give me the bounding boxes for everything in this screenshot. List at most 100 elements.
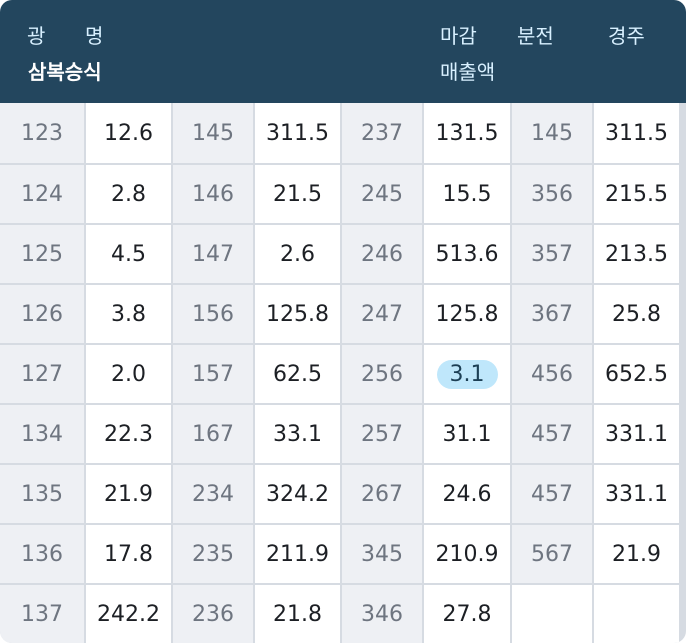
combo-cell: 257 bbox=[342, 405, 422, 463]
odds-cell: 62.5 bbox=[255, 345, 340, 403]
combo-cell: 145 bbox=[512, 103, 592, 163]
combo-label: 123 bbox=[21, 120, 63, 146]
combo-cell: 134 bbox=[0, 405, 84, 463]
odds-cell: 2.6 bbox=[255, 225, 340, 283]
odds-cell: 21.9 bbox=[594, 525, 679, 583]
odds-cell: 21.8 bbox=[255, 585, 340, 643]
empty-cell bbox=[512, 585, 592, 643]
odds-value: 211.9 bbox=[266, 541, 329, 567]
combo-cell: 267 bbox=[342, 465, 422, 523]
combo-cell: 167 bbox=[173, 405, 253, 463]
odds-value: 331.1 bbox=[605, 481, 668, 507]
combo-label: 157 bbox=[192, 361, 234, 387]
combo-label: 236 bbox=[192, 601, 234, 627]
combo-cell: 137 bbox=[0, 585, 84, 643]
combo-cell: 235 bbox=[173, 525, 253, 583]
combo-cell: 136 bbox=[0, 525, 84, 583]
odds-cell: 4.5 bbox=[86, 225, 171, 283]
combo-cell: 367 bbox=[512, 285, 592, 343]
odds-value: 652.5 bbox=[605, 361, 668, 387]
odds-cell: 213.5 bbox=[594, 225, 679, 283]
odds-cell: 3.8 bbox=[86, 285, 171, 343]
odds-cell: 21.9 bbox=[86, 465, 171, 523]
odds-value: 210.9 bbox=[435, 541, 499, 567]
header-bunjeon: 분전 bbox=[517, 24, 554, 48]
odds-cell: 2.0 bbox=[86, 345, 171, 403]
odds-value: 17.8 bbox=[104, 541, 153, 567]
odds-cell: 331.1 bbox=[594, 405, 679, 463]
combo-label: 457 bbox=[531, 481, 573, 507]
combo-cell: 146 bbox=[173, 165, 253, 223]
odds-cell: 31.1 bbox=[424, 405, 510, 463]
combo-cell: 234 bbox=[173, 465, 253, 523]
odds-grid: 123 12.6 145 311.5 237 131.5 145 311.5 124 2.8 146… bbox=[0, 103, 686, 643]
combo-label: 346 bbox=[361, 601, 403, 627]
combo-label: 126 bbox=[21, 301, 63, 327]
combo-label: 245 bbox=[361, 181, 403, 207]
odds-cell: 17.8 bbox=[86, 525, 171, 583]
odds-value: 31.1 bbox=[442, 421, 492, 447]
combo-label: 137 bbox=[21, 601, 63, 627]
combo-label: 167 bbox=[192, 421, 234, 447]
combo-cell: 256 bbox=[342, 345, 422, 403]
odds-cell: 3.1 bbox=[424, 345, 510, 403]
odds-value: 62.5 bbox=[273, 361, 322, 387]
odds-value: 213.5 bbox=[605, 241, 668, 267]
combo-cell: 145 bbox=[173, 103, 253, 163]
odds-value: 4.5 bbox=[111, 241, 146, 267]
header-gwang: 광 bbox=[27, 24, 46, 48]
combo-cell: 246 bbox=[342, 225, 422, 283]
combo-label: 145 bbox=[192, 120, 234, 146]
combo-cell: 457 bbox=[512, 465, 592, 523]
odds-cell: 215.5 bbox=[594, 165, 679, 223]
odds-cell: 652.5 bbox=[594, 345, 679, 403]
odds-value: 324.2 bbox=[266, 481, 329, 507]
odds-cell: 25.8 bbox=[594, 285, 679, 343]
combo-label: 125 bbox=[21, 241, 63, 267]
combo-cell: 157 bbox=[173, 345, 253, 403]
combo-label: 145 bbox=[531, 120, 573, 146]
odds-value: 21.9 bbox=[104, 481, 153, 507]
combo-label: 345 bbox=[361, 541, 403, 567]
combo-label: 457 bbox=[531, 421, 573, 447]
odds-cell: 242.2 bbox=[86, 585, 171, 643]
odds-value: 513.6 bbox=[435, 241, 499, 267]
odds-value: 25.8 bbox=[612, 301, 661, 327]
combo-label: 257 bbox=[361, 421, 403, 447]
header-myeong: 명 bbox=[85, 24, 104, 48]
empty-cell bbox=[594, 585, 679, 643]
odds-cell: 125.8 bbox=[424, 285, 510, 343]
combo-cell: 567 bbox=[512, 525, 592, 583]
odds-cell: 311.5 bbox=[594, 103, 679, 163]
combo-label: 234 bbox=[192, 481, 234, 507]
odds-value: 24.6 bbox=[442, 481, 492, 507]
odds-cell: 24.6 bbox=[424, 465, 510, 523]
odds-cell: 2.8 bbox=[86, 165, 171, 223]
combo-label: 147 bbox=[192, 241, 234, 267]
odds-value: 311.5 bbox=[605, 120, 668, 146]
odds-cell: 311.5 bbox=[255, 103, 340, 163]
highlighted-odds: 3.1 bbox=[436, 359, 498, 389]
odds-cell: 125.8 bbox=[255, 285, 340, 343]
combo-label: 127 bbox=[21, 361, 63, 387]
odds-value: 2.6 bbox=[280, 241, 315, 267]
odds-value: 3.8 bbox=[111, 301, 146, 327]
odds-value: 311.5 bbox=[266, 120, 329, 146]
odds-value: 15.5 bbox=[442, 181, 492, 207]
odds-cell: 210.9 bbox=[424, 525, 510, 583]
combo-cell: 356 bbox=[512, 165, 592, 223]
combo-label: 256 bbox=[361, 361, 403, 387]
combo-cell: 345 bbox=[342, 525, 422, 583]
combo-cell: 126 bbox=[0, 285, 84, 343]
odds-cell: 27.8 bbox=[424, 585, 510, 643]
combo-cell: 245 bbox=[342, 165, 422, 223]
odds-cell: 12.6 bbox=[86, 103, 171, 163]
odds-cell: 324.2 bbox=[255, 465, 340, 523]
combo-label: 456 bbox=[531, 361, 573, 387]
odds-value: 27.8 bbox=[442, 601, 492, 627]
combo-cell: 237 bbox=[342, 103, 422, 163]
table-header: 광 명 삼복승식 마감 매출액 분전 경주 bbox=[0, 0, 686, 103]
combo-label: 146 bbox=[192, 181, 234, 207]
odds-value: 215.5 bbox=[605, 181, 668, 207]
